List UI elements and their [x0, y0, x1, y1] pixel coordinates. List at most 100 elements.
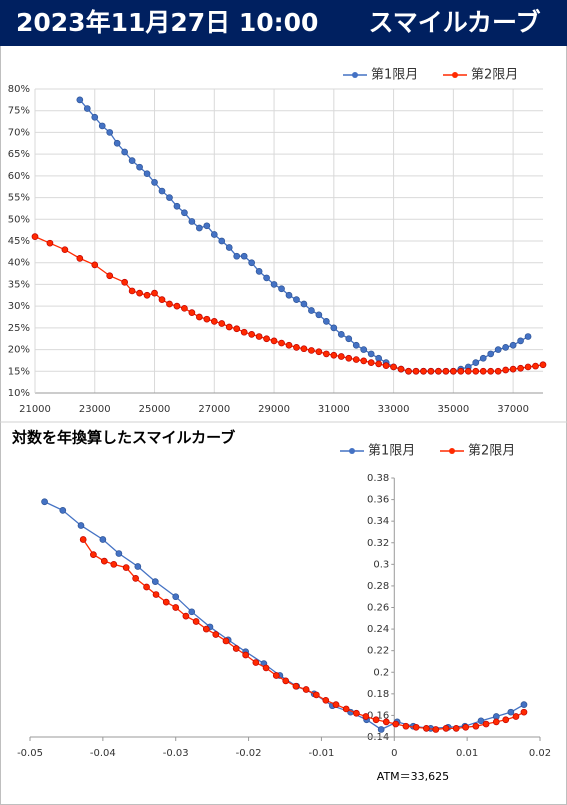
legend-marker — [349, 448, 355, 454]
point — [300, 300, 308, 308]
point — [477, 717, 485, 725]
x-tick-label: 31000 — [318, 404, 350, 415]
point — [308, 347, 315, 354]
point — [472, 367, 480, 375]
legend-label: 第2限月 — [468, 444, 515, 459]
y-tick-label: 0.24 — [367, 624, 389, 635]
point — [360, 346, 368, 353]
point — [233, 325, 241, 333]
x-tick-label: -0.02 — [236, 748, 262, 759]
legend-marker — [449, 448, 455, 454]
point — [240, 328, 248, 336]
point — [203, 222, 211, 230]
point — [158, 187, 166, 195]
point — [539, 361, 547, 369]
point — [472, 722, 480, 730]
point — [315, 311, 323, 319]
point — [377, 726, 385, 733]
point — [360, 357, 368, 365]
point — [345, 335, 353, 343]
point — [492, 718, 500, 726]
point — [203, 315, 211, 323]
point — [181, 209, 188, 217]
point — [121, 278, 128, 286]
point — [46, 239, 54, 247]
point — [212, 631, 220, 638]
point — [110, 560, 118, 568]
point — [293, 344, 300, 351]
legend-label: 第2限月 — [471, 68, 518, 83]
point — [134, 563, 142, 570]
point — [524, 333, 532, 340]
x-tick-label: -0.04 — [90, 748, 116, 759]
point — [512, 713, 520, 720]
point — [79, 536, 87, 543]
x-tick-label: 0.01 — [456, 748, 478, 759]
point — [136, 163, 143, 171]
point — [90, 551, 97, 558]
point — [255, 333, 263, 340]
point — [152, 591, 160, 598]
point — [479, 354, 487, 362]
point — [405, 367, 412, 375]
point — [173, 302, 181, 310]
x-tick-label: -0.03 — [163, 748, 189, 759]
point — [31, 233, 39, 241]
point — [282, 677, 290, 685]
y-tick-label: 20% — [8, 345, 30, 356]
y-tick-label: 25% — [8, 323, 30, 334]
point — [472, 359, 480, 366]
annotation: ATM＝33,625 — [377, 770, 449, 783]
point — [240, 252, 248, 260]
y-tick-label: 0.22 — [367, 646, 389, 657]
point — [330, 324, 338, 332]
point — [128, 157, 136, 165]
point — [323, 317, 330, 325]
y-tick-label: 0.18 — [367, 689, 389, 700]
y-tick-label: 50% — [8, 214, 30, 225]
chart-title: 対数を年換算したスマイルカーブ — [11, 429, 235, 447]
x-tick-label: 37000 — [497, 404, 529, 415]
point — [372, 716, 380, 724]
y-tick-label: 0.32 — [367, 538, 389, 549]
point — [100, 557, 108, 565]
x-tick-label: 21000 — [19, 404, 51, 415]
x-tick-label: 25000 — [139, 404, 171, 415]
point — [91, 113, 99, 121]
point — [181, 304, 188, 312]
point — [435, 367, 442, 375]
point — [143, 170, 151, 178]
point — [106, 272, 114, 280]
point — [345, 354, 353, 362]
point — [121, 148, 128, 156]
point — [76, 255, 84, 262]
point — [520, 701, 528, 708]
point — [188, 218, 196, 225]
point — [337, 331, 345, 338]
point — [151, 289, 158, 297]
point — [242, 651, 250, 659]
point — [143, 291, 151, 299]
point — [520, 708, 528, 716]
y-tick-label: 70% — [8, 127, 30, 138]
x-tick-label: -0.05 — [17, 748, 43, 759]
point — [222, 637, 230, 645]
point — [412, 367, 420, 375]
point — [122, 564, 130, 571]
y-tick-label: 30% — [8, 301, 30, 312]
point — [292, 682, 300, 690]
point — [375, 354, 382, 362]
y-tick-label: 45% — [8, 236, 30, 247]
y-tick-label: 0.28 — [367, 581, 389, 592]
x-tick-label: 27000 — [198, 404, 230, 415]
point — [115, 550, 123, 557]
point — [278, 339, 285, 347]
point — [517, 337, 524, 345]
point — [482, 720, 490, 728]
point — [322, 696, 330, 704]
point — [225, 323, 233, 331]
point — [502, 344, 509, 351]
point — [302, 686, 310, 693]
